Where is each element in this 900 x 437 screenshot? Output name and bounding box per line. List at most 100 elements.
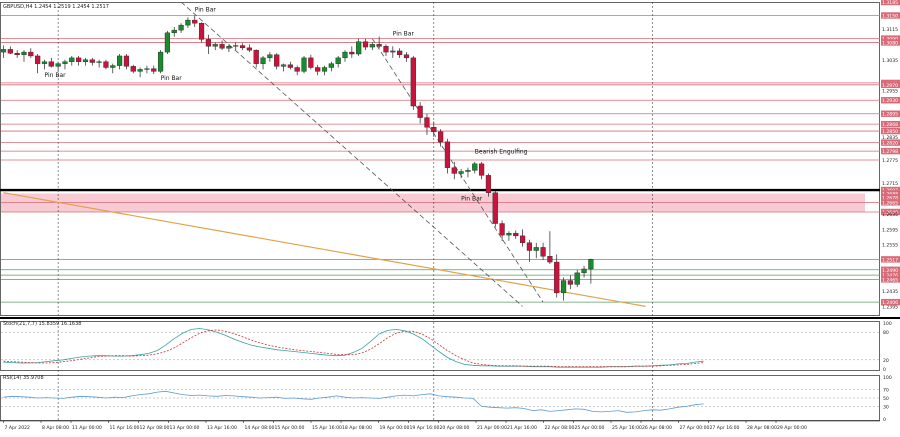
candle[interactable] <box>479 161 485 180</box>
candle[interactable] <box>28 48 34 58</box>
candle[interactable] <box>547 231 553 264</box>
candle[interactable] <box>560 277 567 301</box>
candle[interactable] <box>14 50 20 58</box>
candle[interactable] <box>260 55 266 70</box>
candle[interactable] <box>253 49 259 68</box>
candle[interactable] <box>588 258 594 284</box>
candle[interactable] <box>219 40 225 51</box>
candle[interactable] <box>581 265 587 278</box>
candle[interactable] <box>151 65 157 75</box>
candle[interactable] <box>301 55 307 74</box>
candle[interactable] <box>185 17 191 28</box>
candle[interactable] <box>499 220 505 241</box>
price-panel[interactable]: Pin Bar Pin Bar Pin Bar Pin Bar Bearish Engu… <box>0 0 900 421</box>
candle[interactable] <box>287 61 293 70</box>
candle[interactable] <box>7 46 13 55</box>
candle[interactable] <box>69 55 75 66</box>
candle[interactable] <box>226 44 232 53</box>
candle-body <box>335 57 341 64</box>
candle[interactable] <box>48 57 54 68</box>
candle[interactable] <box>342 50 348 62</box>
candle[interactable] <box>21 50 27 62</box>
candle[interactable] <box>376 36 382 49</box>
candle[interactable] <box>519 229 526 247</box>
candle[interactable] <box>130 64 136 74</box>
candle[interactable] <box>451 161 457 180</box>
candle[interactable] <box>410 55 416 110</box>
candle[interactable] <box>157 50 164 74</box>
candle[interactable] <box>506 231 512 241</box>
candle[interactable] <box>526 239 533 263</box>
candle[interactable] <box>144 65 150 74</box>
candle[interactable] <box>554 254 560 298</box>
candle[interactable] <box>362 38 369 51</box>
candle[interactable] <box>390 46 396 58</box>
candle[interactable] <box>178 23 184 33</box>
candle[interactable] <box>444 138 451 174</box>
candle[interactable] <box>403 52 410 62</box>
candle[interactable] <box>96 59 102 68</box>
candle[interactable] <box>103 59 109 70</box>
candle[interactable] <box>458 168 464 179</box>
candle[interactable] <box>567 275 573 290</box>
candle[interactable] <box>89 57 95 66</box>
indicator-series-line[interactable] <box>3 390 704 413</box>
channel-line[interactable] <box>180 1 523 307</box>
candle-body <box>164 32 171 53</box>
candle[interactable] <box>349 46 355 58</box>
candle[interactable] <box>383 44 389 56</box>
candle[interactable] <box>233 42 239 51</box>
orange-trendline[interactable] <box>3 192 646 307</box>
candle[interactable] <box>397 48 403 58</box>
candle[interactable] <box>417 102 423 124</box>
candle[interactable] <box>212 42 218 51</box>
candle[interactable] <box>171 27 177 37</box>
candle[interactable] <box>465 167 471 178</box>
candle[interactable] <box>267 52 273 62</box>
candle[interactable] <box>513 230 519 239</box>
candle[interactable] <box>41 59 48 70</box>
candle[interactable] <box>574 269 580 288</box>
candle[interactable] <box>164 30 171 55</box>
candle[interactable] <box>123 54 130 70</box>
candle[interactable] <box>369 42 375 51</box>
candle[interactable] <box>294 65 300 76</box>
candle[interactable] <box>76 55 82 66</box>
candle[interactable] <box>205 34 212 55</box>
candle[interactable] <box>55 61 61 72</box>
candle[interactable] <box>356 38 362 56</box>
candle[interactable] <box>438 129 444 147</box>
candle[interactable] <box>335 55 341 68</box>
candle[interactable] <box>82 57 89 66</box>
candle[interactable] <box>308 54 314 70</box>
candle[interactable] <box>280 63 287 72</box>
candle[interactable] <box>117 54 123 70</box>
candle[interactable] <box>328 61 334 72</box>
candle[interactable] <box>0 45 7 58</box>
candle[interactable] <box>246 44 252 53</box>
candle[interactable] <box>239 43 246 51</box>
rsi-panel[interactable]: 100 70 50 30 0 <box>0 375 892 423</box>
stochastic-panel[interactable]: 100 80 20 0 <box>0 321 892 373</box>
candle[interactable] <box>485 173 492 197</box>
candle[interactable] <box>472 161 478 174</box>
candle[interactable] <box>137 67 143 78</box>
candle[interactable] <box>110 63 116 74</box>
candle[interactable] <box>62 59 68 70</box>
candle[interactable] <box>321 65 328 76</box>
candle[interactable] <box>424 113 430 135</box>
channel-line[interactable] <box>371 38 544 303</box>
candle[interactable] <box>35 54 41 74</box>
candle[interactable] <box>540 242 546 261</box>
candle[interactable] <box>198 22 205 43</box>
candle[interactable] <box>533 242 539 259</box>
candle[interactable] <box>192 15 198 28</box>
candle-body <box>55 63 61 67</box>
candle-body <box>547 256 553 263</box>
candle[interactable] <box>274 53 280 70</box>
candle[interactable] <box>492 190 498 228</box>
indicator-series-line[interactable] <box>3 329 704 368</box>
candle[interactable] <box>431 121 437 137</box>
candle[interactable] <box>315 64 321 76</box>
